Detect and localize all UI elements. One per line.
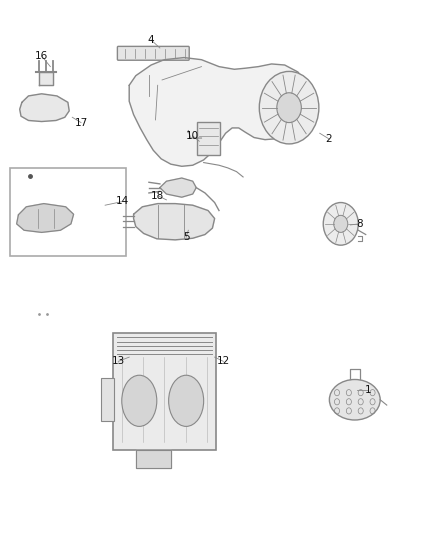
Ellipse shape bbox=[169, 375, 204, 426]
Bar bbox=[197, 122, 220, 155]
Polygon shape bbox=[160, 178, 196, 197]
Text: 4: 4 bbox=[148, 35, 155, 45]
Circle shape bbox=[277, 93, 301, 123]
Circle shape bbox=[323, 203, 358, 245]
Text: 2: 2 bbox=[325, 134, 332, 143]
Text: 12: 12 bbox=[217, 357, 230, 366]
Text: 14: 14 bbox=[116, 197, 129, 206]
Text: 13: 13 bbox=[112, 357, 125, 366]
Ellipse shape bbox=[329, 379, 380, 420]
Polygon shape bbox=[129, 58, 311, 166]
Text: 1: 1 bbox=[364, 385, 371, 395]
Bar bbox=[10, 168, 126, 256]
Polygon shape bbox=[39, 72, 53, 85]
Circle shape bbox=[334, 215, 348, 232]
Circle shape bbox=[259, 71, 319, 144]
Polygon shape bbox=[20, 94, 69, 122]
Text: 8: 8 bbox=[356, 219, 363, 229]
Text: 17: 17 bbox=[74, 118, 88, 127]
Polygon shape bbox=[134, 204, 215, 240]
Text: 10: 10 bbox=[186, 131, 199, 141]
FancyBboxPatch shape bbox=[117, 46, 189, 60]
Polygon shape bbox=[17, 204, 74, 232]
Bar bbox=[113, 333, 216, 450]
Text: 16: 16 bbox=[35, 51, 48, 61]
Bar bbox=[101, 378, 114, 421]
Ellipse shape bbox=[122, 375, 157, 426]
Text: 5: 5 bbox=[183, 232, 190, 242]
Polygon shape bbox=[136, 450, 171, 468]
Text: 18: 18 bbox=[151, 191, 164, 200]
